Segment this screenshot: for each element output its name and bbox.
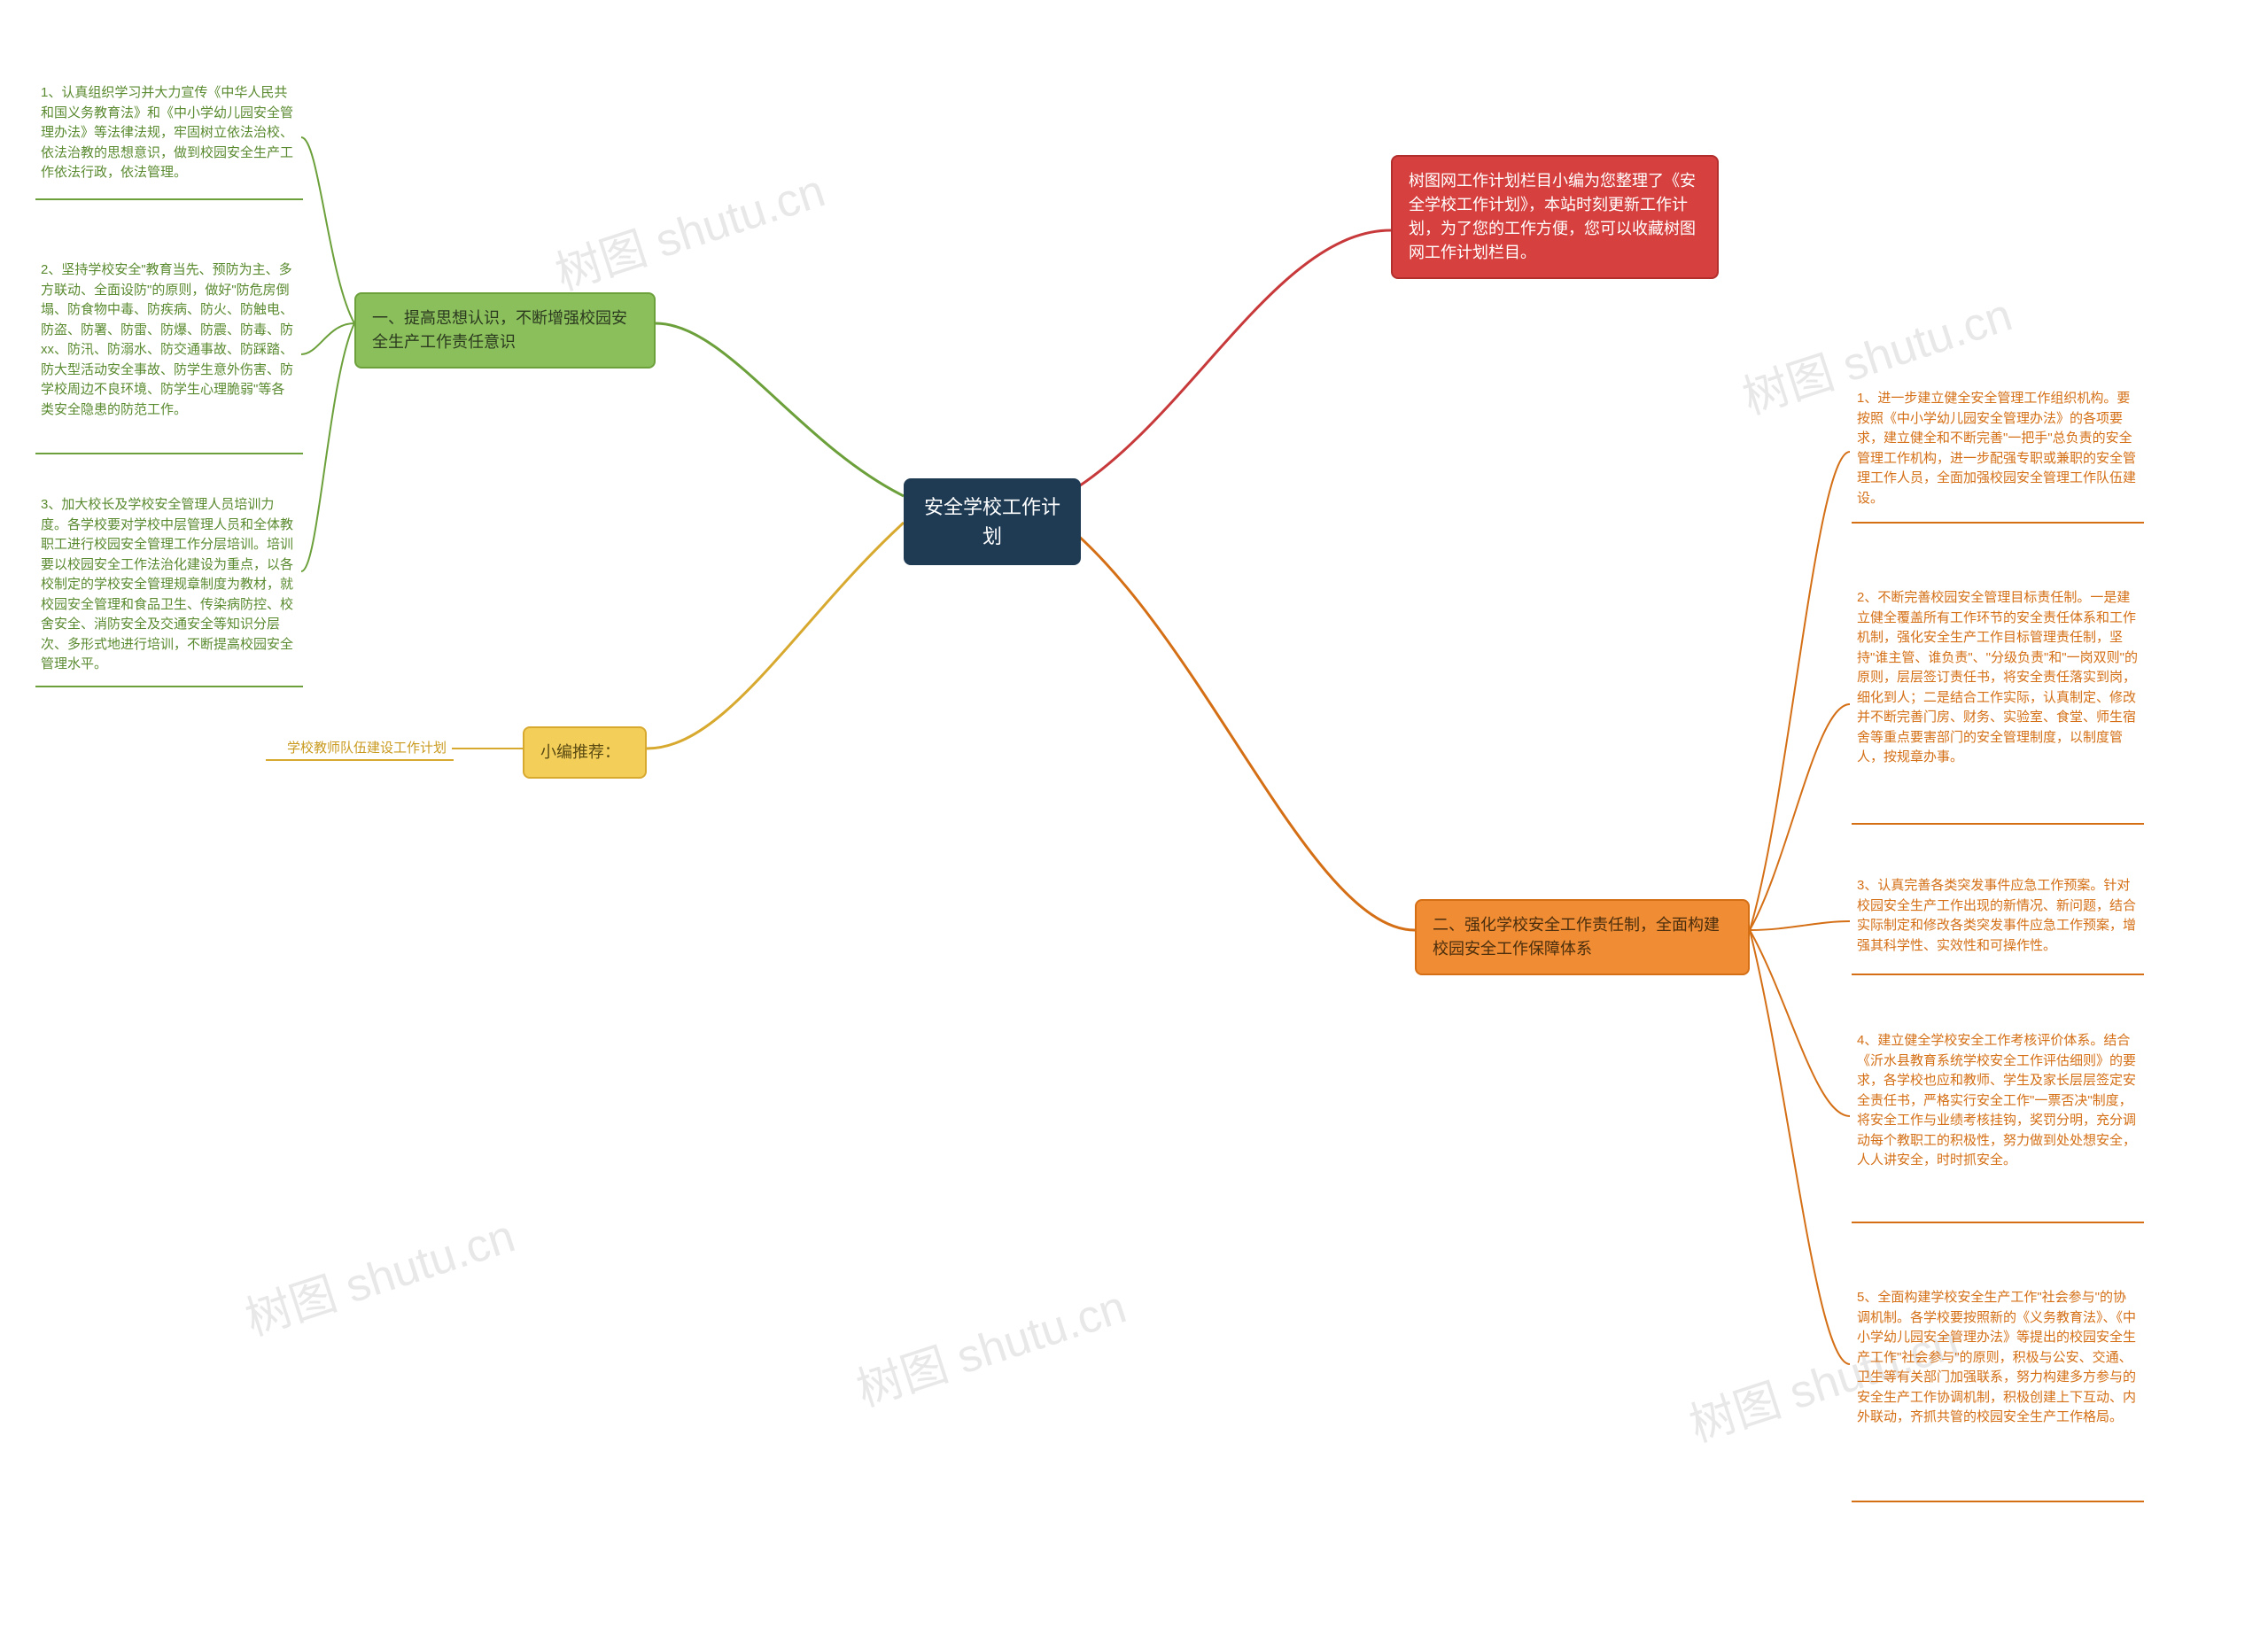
watermark: 树图 shutu.cn xyxy=(847,1269,1133,1419)
branch-two[interactable]: 二、强化学校安全工作责任制，全面构建校园安全工作保障体系 xyxy=(1415,899,1750,975)
branch-one[interactable]: 一、提高思想认识，不断增强校园安全生产工作责任意识 xyxy=(354,292,656,369)
leaf-one-2: 2、坚持学校安全"教育当先、预防为主、多方联动、全面设防"的原则，做好"防危房倒… xyxy=(35,257,301,423)
leaf-rec-1: 学校教师队伍建设工作计划 xyxy=(266,735,452,763)
mindmap-canvas: 树图 shutu.cn 树图 shutu.cn 树图 shutu.cn 树图 s… xyxy=(0,0,2268,1637)
leaf-one-3: 3、加大校长及学校安全管理人员培训力度。各学校要对学校中层管理人员和全体教职工进… xyxy=(35,492,301,679)
branch-intro[interactable]: 树图网工作计划栏目小编为您整理了《安全学校工作计划》，本站时刻更新工作计划，为了… xyxy=(1391,155,1719,279)
watermark: 树图 shutu.cn xyxy=(236,1199,522,1348)
leaf-one-1: 1、认真组织学习并大力宣传《中华人民共和国义务教育法》和《中小学幼儿园安全管理办… xyxy=(35,80,301,187)
leaf-two-3: 3、认真完善各类突发事件应急工作预案。针对校园安全生产工作出现的新情况、新问题，… xyxy=(1852,873,2144,959)
branch-rec[interactable]: 小编推荐： xyxy=(523,726,647,779)
leaf-two-4: 4、建立健全学校安全工作考核评价体系。结合《沂水县教育系统学校安全工作评估细则》… xyxy=(1852,1028,2144,1175)
watermark: 树图 shutu.cn xyxy=(546,153,832,303)
leaf-two-1: 1、进一步建立健全安全管理工作组织机构。要按照《中小学幼儿园安全管理办法》的各项… xyxy=(1852,385,2144,512)
root-node[interactable]: 安全学校工作计划 xyxy=(904,478,1081,565)
leaf-two-5: 5、全面构建学校安全生产工作"社会参与"的协调机制。各学校要按照新的《义务教育法… xyxy=(1852,1284,2144,1431)
leaf-two-2: 2、不断完善校园安全管理目标责任制。一是建立健全覆盖所有工作环节的安全责任体系和… xyxy=(1852,585,2144,772)
